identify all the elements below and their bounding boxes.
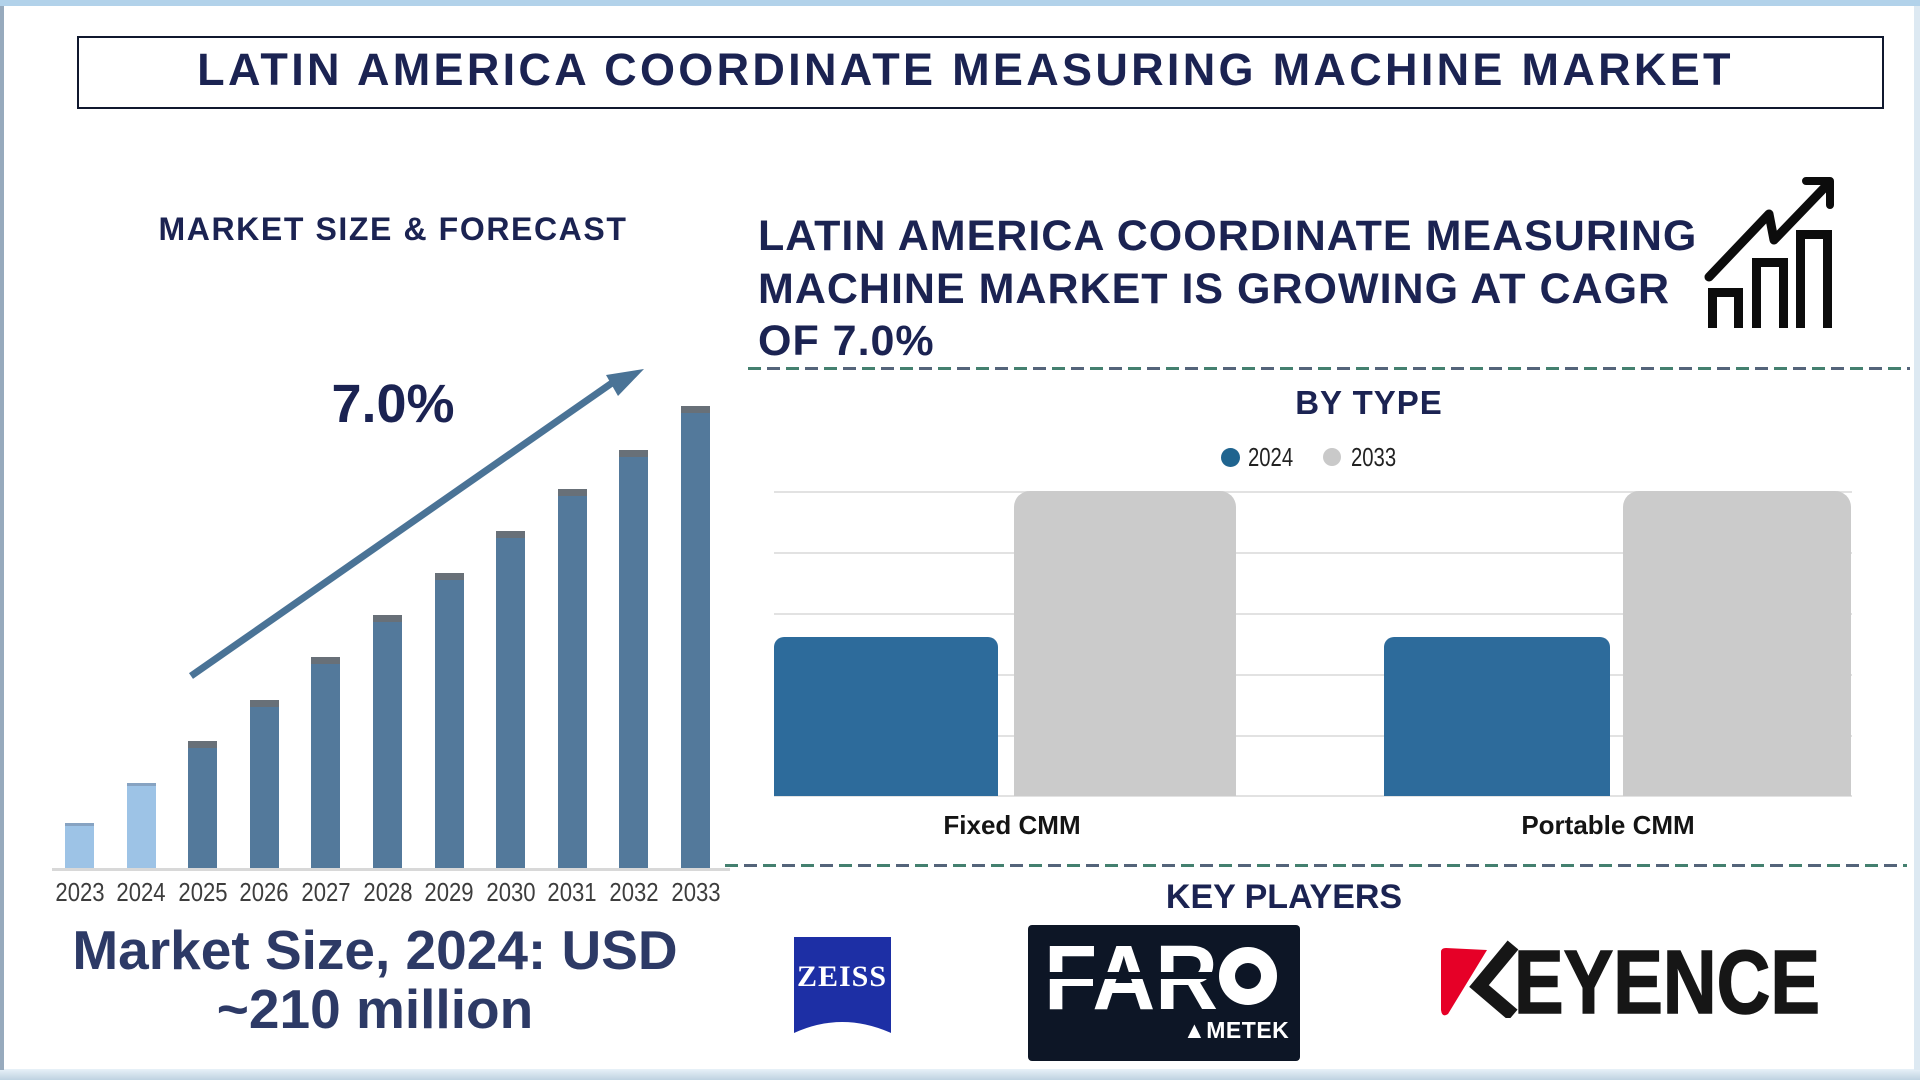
svg-text:▲METEK: ▲METEK: [1183, 1017, 1289, 1043]
svg-text:ZEISS: ZEISS: [797, 960, 887, 993]
svg-text:EYENCE: EYENCE: [1514, 938, 1820, 1018]
